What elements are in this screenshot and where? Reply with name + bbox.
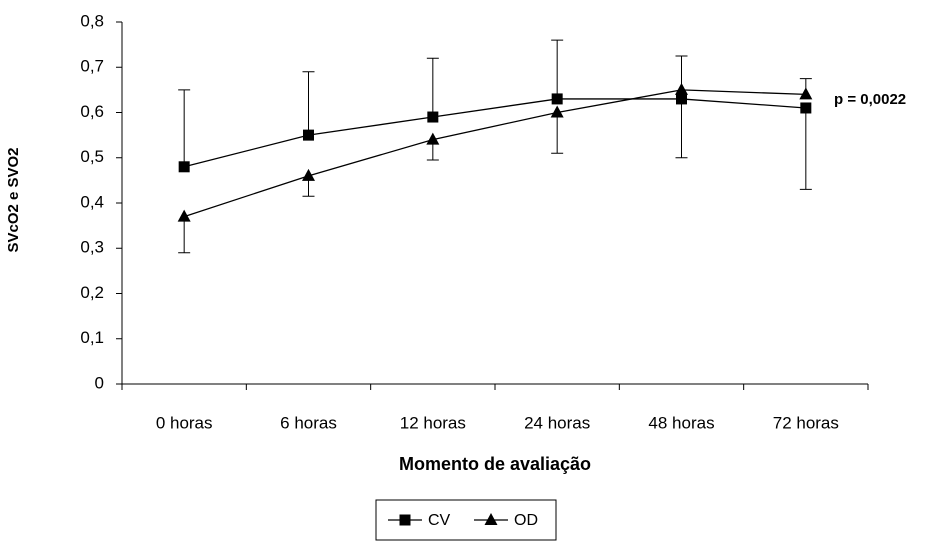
marker <box>178 161 190 173</box>
marker <box>800 102 812 114</box>
y-axis-title: SVcO2 e SVO2 <box>5 147 22 252</box>
y-tick-label: 0,7 <box>80 57 104 76</box>
marker <box>399 514 411 526</box>
y-tick-label: 0,8 <box>80 11 104 30</box>
y-tick-label: 0,5 <box>80 147 104 166</box>
x-tick-label: 0 horas <box>156 413 213 432</box>
error-bar <box>178 216 191 254</box>
marker <box>302 168 315 181</box>
error-bar <box>178 89 191 167</box>
marker <box>550 105 564 118</box>
y-tick-label: 0,1 <box>80 328 104 347</box>
marker <box>675 82 688 95</box>
error-bar <box>302 71 315 136</box>
error-bar <box>551 112 564 154</box>
marker <box>799 87 813 100</box>
x-tick-label: 48 horas <box>648 413 714 432</box>
x-tick-label: 12 horas <box>400 413 466 432</box>
y-tick-label: 0,4 <box>80 192 104 211</box>
error-bar <box>551 39 564 99</box>
x-tick-label: 72 horas <box>773 413 839 432</box>
series-line <box>184 98 806 168</box>
error-bar <box>675 98 688 159</box>
marker <box>303 129 314 141</box>
legend-label: CV <box>428 512 451 529</box>
marker <box>676 93 687 105</box>
marker <box>177 209 191 222</box>
x-tick-label: 24 horas <box>524 413 590 432</box>
error-bar <box>426 57 439 118</box>
x-axis-title: Momento de avaliação <box>399 454 591 474</box>
y-tick-label: 0,3 <box>80 238 104 257</box>
marker <box>551 93 563 105</box>
error-bar <box>799 107 812 190</box>
marker <box>427 111 439 123</box>
series-line <box>183 89 806 218</box>
annotation: p = 0,0022 <box>834 91 906 108</box>
x-tick-label: 6 horas <box>280 413 337 432</box>
marker <box>426 132 440 145</box>
y-tick-label: 0,2 <box>80 283 104 302</box>
y-tick-label: 0 <box>95 373 104 392</box>
marker <box>484 513 498 525</box>
legend-label: OD <box>514 512 538 529</box>
y-tick-label: 0,6 <box>80 102 104 121</box>
